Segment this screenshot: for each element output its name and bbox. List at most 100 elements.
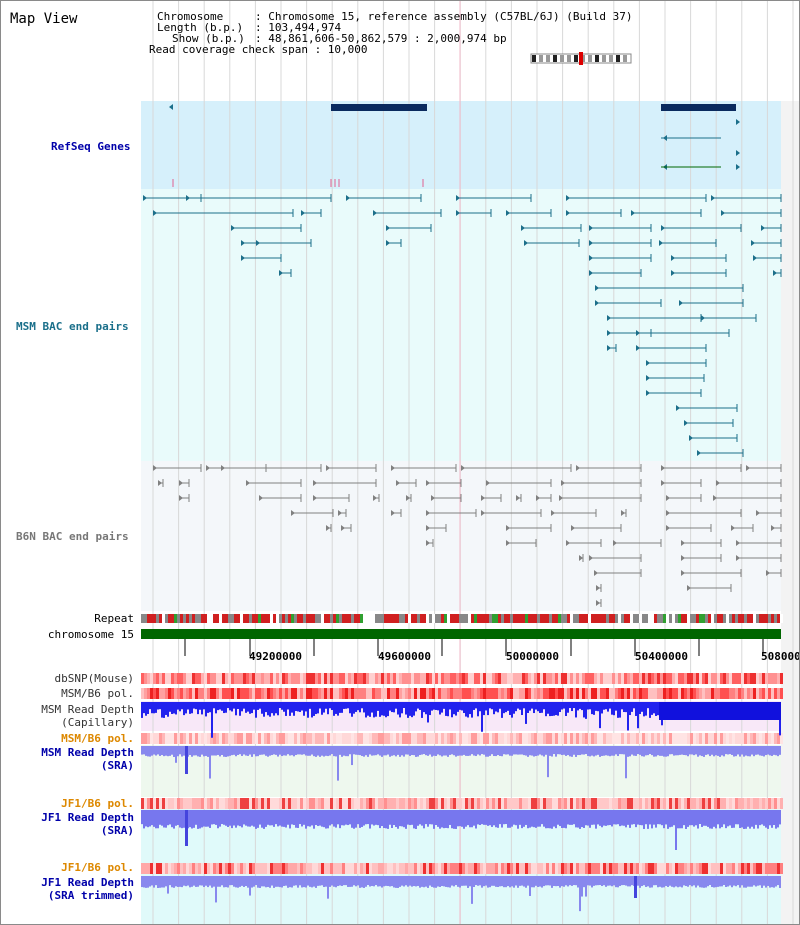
jf1-pol2-mark bbox=[411, 863, 414, 874]
repeat-mark bbox=[432, 614, 435, 623]
capillary-depth bbox=[211, 702, 213, 738]
jf1-sra-depth bbox=[493, 810, 495, 826]
jf1-trim-depth bbox=[233, 876, 235, 887]
msm-sra-depth bbox=[705, 746, 707, 755]
jf1-trim-depth bbox=[405, 876, 407, 886]
dbsnp-mark bbox=[162, 673, 165, 684]
repeat-mark bbox=[312, 614, 315, 623]
msm-sra-depth bbox=[375, 746, 377, 756]
repeat-mark bbox=[327, 614, 330, 623]
capillary-depth bbox=[601, 702, 603, 714]
track-label-refseq-genes[interactable]: RefSeq Genes bbox=[51, 140, 131, 153]
msm-pol-mark bbox=[564, 688, 567, 699]
msm-bac-end bbox=[456, 210, 460, 216]
msm-sra-pol-mark bbox=[228, 733, 231, 744]
capillary-depth bbox=[531, 702, 533, 709]
msm-pol-mark bbox=[606, 688, 609, 699]
msm-pol-mark bbox=[549, 688, 552, 699]
capillary-depth bbox=[441, 702, 443, 713]
jf1-sra-depth bbox=[257, 810, 259, 828]
msm-sra-pol-mark bbox=[261, 733, 264, 744]
jf1-trim-depth bbox=[339, 876, 341, 886]
msm-sra-depth bbox=[341, 746, 343, 757]
msm-sra-depth bbox=[535, 746, 537, 757]
jf1-pol2-mark bbox=[771, 863, 774, 874]
msm-sra-depth bbox=[605, 746, 607, 756]
repeat-mark bbox=[645, 614, 648, 623]
repeat-mark bbox=[453, 614, 456, 623]
msm-pol-mark bbox=[651, 688, 654, 699]
repeat-mark bbox=[474, 614, 477, 623]
msm-sra-depth bbox=[239, 746, 241, 755]
jf1-pol2-mark bbox=[306, 863, 309, 874]
jf1-pol-mark bbox=[762, 798, 765, 809]
track-label-msm-bac[interactable]: MSM BAC end pairs bbox=[16, 320, 129, 333]
jf1-sra-depth bbox=[725, 810, 727, 829]
capillary-depth bbox=[327, 702, 329, 715]
jf1-trim-depth bbox=[159, 876, 161, 888]
jf1-trim-depth bbox=[543, 876, 545, 887]
jf1-trim-depth bbox=[343, 876, 345, 886]
capillary-depth bbox=[623, 702, 625, 713]
jf1-pol2-mark bbox=[276, 863, 279, 874]
msm-sra-pol-mark bbox=[654, 733, 657, 744]
b6n-bac-end bbox=[571, 525, 575, 531]
msm-sra-depth bbox=[171, 746, 173, 755]
jf1-pol-mark bbox=[666, 798, 669, 809]
dbsnp-mark bbox=[693, 673, 696, 684]
msm-sra-pol-mark bbox=[438, 733, 441, 744]
jf1-pol-mark bbox=[255, 798, 258, 809]
msm-pol-mark bbox=[195, 688, 198, 699]
msm-sra-pol-mark bbox=[486, 733, 489, 744]
msm-sra-depth bbox=[551, 746, 553, 757]
msm-pol-mark bbox=[660, 688, 663, 699]
jf1-pol2-mark bbox=[147, 863, 150, 874]
jf1-sra-depth bbox=[255, 810, 257, 829]
jf1-sra-depth bbox=[219, 810, 221, 827]
capillary-depth bbox=[505, 702, 507, 713]
msm-sra-pol-mark bbox=[594, 733, 597, 744]
jf1-pol2-mark bbox=[471, 863, 474, 874]
jf1-sra-depth bbox=[547, 810, 549, 829]
msm-pol-mark bbox=[336, 688, 339, 699]
jf1-trim-depth bbox=[201, 876, 203, 886]
capillary-depth bbox=[161, 702, 163, 718]
jf1-pol-mark bbox=[249, 798, 252, 809]
jf1-sra-depth bbox=[273, 810, 275, 827]
repeat-mark bbox=[714, 614, 717, 623]
jf1-pol2-mark bbox=[279, 863, 282, 874]
jf1-sra-depth bbox=[267, 810, 269, 825]
track-label-b6n-bac[interactable]: B6N BAC end pairs bbox=[16, 530, 129, 543]
jf1-pol2-mark bbox=[531, 863, 534, 874]
jf1-sra-depth bbox=[263, 810, 265, 829]
jf1-sra-depth bbox=[573, 810, 575, 825]
jf1-sra-depth bbox=[561, 810, 563, 829]
jf1-sra-depth bbox=[693, 810, 695, 827]
jf1-sra-depth bbox=[473, 810, 475, 826]
msm-sra-pol-mark bbox=[306, 733, 309, 744]
jf1-pol-mark bbox=[531, 798, 534, 809]
jf1-trim-depth bbox=[503, 876, 505, 888]
jf1-trim-depth bbox=[335, 876, 337, 888]
msm-pol-mark bbox=[705, 688, 708, 699]
jf1-trim-depth bbox=[671, 876, 673, 887]
repeat-mark bbox=[315, 614, 318, 623]
b6n-bac-end bbox=[391, 510, 395, 516]
jf1-sra-depth bbox=[141, 810, 143, 825]
jf1-sra-depth bbox=[331, 810, 333, 825]
jf1-pol2-mark bbox=[213, 863, 216, 874]
jf1-trim-depth bbox=[439, 876, 441, 887]
jf1-sra-depth bbox=[203, 810, 205, 827]
msm-pol-mark bbox=[618, 688, 621, 699]
msm-sra-depth bbox=[319, 746, 321, 757]
repeat-mark bbox=[141, 614, 144, 623]
jf1-sra-depth bbox=[309, 810, 311, 827]
dbsnp-mark bbox=[504, 673, 507, 684]
jf1-sra-depth bbox=[503, 810, 505, 825]
dbsnp-mark bbox=[369, 673, 372, 684]
jf1-pol2-mark bbox=[402, 863, 405, 874]
msm-sra-depth bbox=[683, 746, 685, 756]
dbsnp-mark bbox=[159, 673, 162, 684]
jf1-sra-depth bbox=[265, 810, 267, 827]
capillary-depth bbox=[525, 702, 527, 724]
